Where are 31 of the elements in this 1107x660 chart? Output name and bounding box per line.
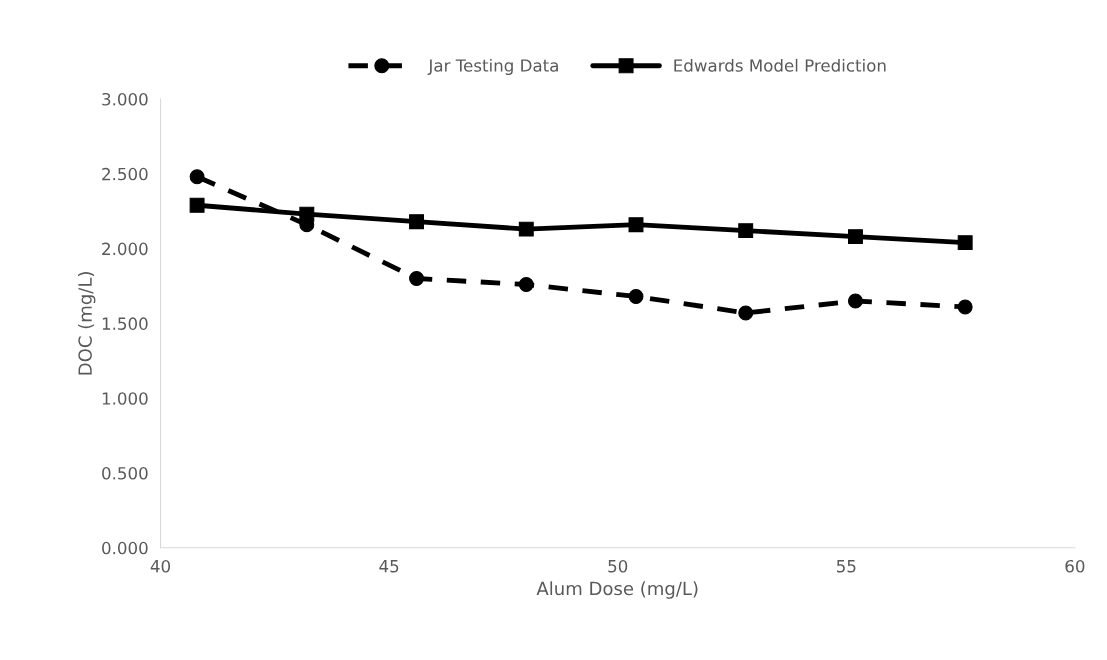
point	[518, 277, 534, 292]
legend-label: Edwards Model Prediction	[674, 58, 886, 72]
y-tick-label: 2.500	[102, 167, 148, 181]
x-tick-label: 40	[150, 559, 171, 573]
x-tick-label: 60	[1065, 559, 1085, 573]
point	[299, 206, 315, 222]
point	[847, 229, 863, 245]
y-tick-label: 3.000	[102, 92, 148, 106]
point	[738, 305, 754, 321]
x-tick-label: 50	[608, 559, 628, 573]
point	[409, 214, 425, 230]
y-tick-label: 0.000	[102, 541, 148, 555]
y-tick-label: 2.000	[102, 242, 148, 256]
point	[847, 293, 863, 309]
point	[189, 169, 205, 185]
y-tick-label: 1.000	[102, 392, 148, 405]
x-axis-title: Alum Dose (mg/L)	[536, 581, 698, 599]
legend-label: Jar Testing Data	[427, 58, 558, 76]
point	[628, 289, 644, 304]
point	[189, 197, 205, 213]
point	[409, 271, 425, 286]
y-tick-label: 0.500	[102, 466, 148, 480]
x-tick-label: 45	[379, 560, 399, 573]
point	[518, 221, 534, 237]
y-axis-title: DOC (mg/L)	[77, 272, 96, 375]
point	[738, 223, 754, 239]
x-tick-label: 55	[836, 560, 856, 573]
point	[628, 217, 644, 233]
point	[957, 235, 973, 251]
y-tick-label: 1.500	[102, 317, 148, 330]
point	[957, 299, 973, 315]
